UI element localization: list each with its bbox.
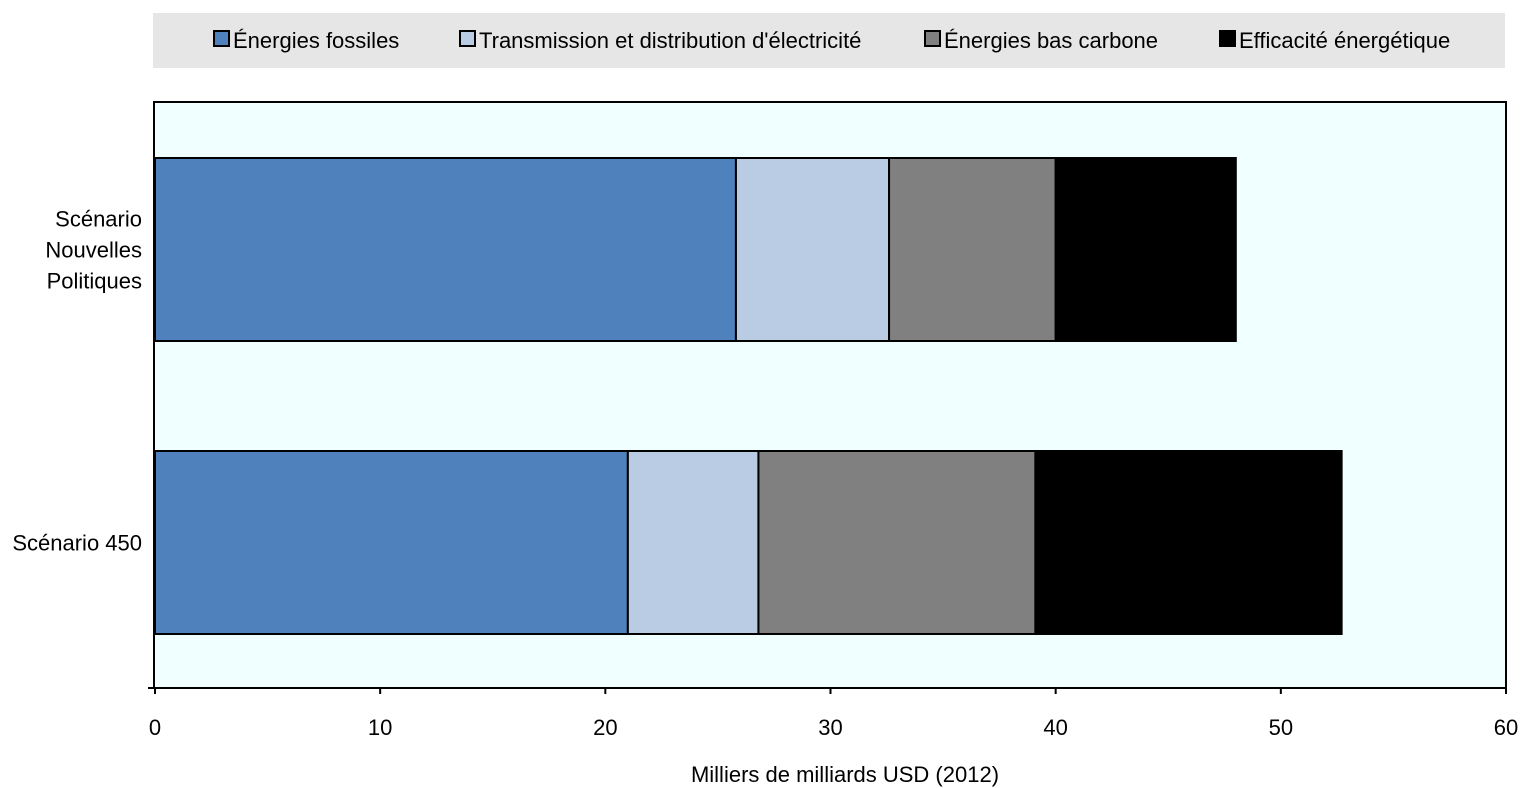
bar-1-series-2 bbox=[734, 157, 891, 342]
bar-1-series-3 bbox=[888, 157, 1057, 342]
x-tick-label: 50 bbox=[1269, 715, 1293, 740]
legend-background bbox=[153, 13, 1505, 68]
x-tick-label: 60 bbox=[1494, 715, 1518, 740]
legend: Énergies fossiles Transmission et distrib… bbox=[213, 28, 1450, 53]
legend-label: Transmission et distribution d'électrici… bbox=[479, 28, 861, 53]
x-ticks: 0 10 20 30 40 50 60 bbox=[149, 688, 1518, 740]
bars bbox=[154, 157, 1343, 635]
legend-label: Énergies fossiles bbox=[233, 28, 399, 53]
x-tick-label: 20 bbox=[593, 715, 617, 740]
legend-swatch bbox=[213, 30, 230, 47]
category-label: Scénario Nouvelles Politiques bbox=[45, 207, 142, 294]
category-labels: Scénario Nouvelles Politiques Scénario 450 bbox=[12, 207, 142, 556]
x-tick-label: 40 bbox=[1043, 715, 1067, 740]
legend-swatch bbox=[924, 30, 941, 47]
x-tick-label: 30 bbox=[818, 715, 842, 740]
legend-label: Efficacité énergétique bbox=[1239, 28, 1450, 53]
legend-label: Énergies bas carbone bbox=[944, 28, 1158, 53]
bar-2-series-1 bbox=[154, 450, 629, 635]
bar-1-series-4 bbox=[1054, 157, 1237, 342]
category-label: Scénario 450 bbox=[12, 531, 142, 556]
bar-2-series-2 bbox=[626, 450, 760, 635]
x-tick-label: 10 bbox=[368, 715, 392, 740]
bar-1-series-1 bbox=[154, 157, 737, 342]
bar-2-series-3 bbox=[757, 450, 1037, 635]
bar-2-series-4 bbox=[1034, 450, 1343, 635]
legend-swatch bbox=[1219, 30, 1236, 47]
x-axis-title: Milliers de milliards USD (2012) bbox=[691, 762, 999, 787]
x-tick-label: 0 bbox=[149, 715, 161, 740]
legend-swatch bbox=[459, 30, 476, 47]
